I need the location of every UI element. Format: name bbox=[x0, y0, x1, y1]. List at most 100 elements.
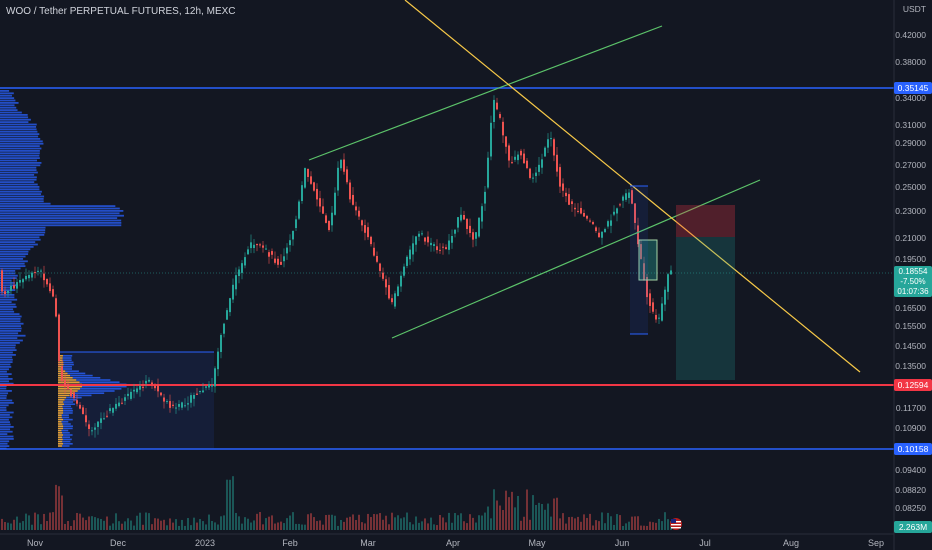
channel-lower-line[interactable] bbox=[391, 179, 761, 339]
us-flag-icon[interactable] bbox=[670, 518, 682, 530]
volume-bar bbox=[583, 514, 585, 530]
session-profile-bar bbox=[58, 438, 63, 441]
session-profile-bar bbox=[58, 394, 70, 397]
candle-body bbox=[163, 397, 165, 402]
profile-bar bbox=[0, 150, 40, 152]
candle-body bbox=[19, 280, 21, 283]
volume-bar bbox=[508, 497, 510, 530]
session-profile-bar bbox=[58, 414, 62, 416]
candle-body bbox=[649, 293, 651, 306]
candle-body bbox=[415, 236, 417, 245]
volume-bar bbox=[199, 519, 201, 530]
candle-body bbox=[469, 225, 471, 233]
volume-bar bbox=[541, 503, 543, 530]
candle-body bbox=[112, 407, 114, 413]
candle-body bbox=[463, 214, 465, 220]
volume-bar bbox=[250, 522, 252, 530]
volume-bar bbox=[175, 519, 177, 530]
candle-body bbox=[271, 251, 273, 255]
candle-body bbox=[448, 240, 450, 250]
session-profile-bar bbox=[63, 434, 73, 436]
candle-body bbox=[298, 201, 300, 219]
volume-bar bbox=[49, 512, 51, 530]
time-label: Apr bbox=[445, 538, 461, 548]
volume-bars bbox=[1, 476, 672, 530]
volume-bar bbox=[97, 518, 99, 530]
volume-bar bbox=[610, 516, 612, 530]
profile-bar bbox=[0, 442, 8, 445]
profile-bar bbox=[0, 145, 40, 147]
candle-body bbox=[307, 168, 309, 177]
profile-bar bbox=[0, 255, 26, 258]
volume-bar bbox=[397, 515, 399, 530]
volume-bar bbox=[19, 522, 21, 530]
volume-bar bbox=[52, 512, 54, 530]
volume-bar bbox=[373, 514, 375, 530]
volume-bar bbox=[379, 513, 381, 530]
profile-bar bbox=[0, 411, 14, 414]
profile-bar bbox=[0, 246, 34, 248]
profile-bar bbox=[0, 133, 40, 135]
candle-body bbox=[487, 157, 489, 188]
volume-bar bbox=[121, 523, 123, 530]
volume-bar bbox=[514, 507, 516, 530]
highlight-box[interactable] bbox=[638, 239, 658, 281]
candle-body bbox=[610, 220, 612, 226]
profile-bar bbox=[0, 440, 10, 443]
channel-upper-line[interactable] bbox=[308, 25, 663, 161]
volume-bar bbox=[535, 504, 537, 530]
candle-body bbox=[295, 219, 297, 229]
red-level-price-tag: 0.12594 bbox=[894, 379, 932, 391]
candle-body bbox=[115, 403, 117, 409]
candle-body bbox=[496, 102, 498, 110]
profile-bar bbox=[0, 370, 7, 373]
profile-bar bbox=[0, 428, 11, 431]
volume-bar bbox=[418, 522, 420, 530]
volume-bar bbox=[505, 490, 507, 530]
profile-bar bbox=[0, 178, 37, 181]
profile-bar bbox=[0, 214, 124, 217]
session-profile-bar bbox=[58, 381, 80, 383]
session-profile-bar bbox=[58, 374, 71, 377]
session-profile-bar bbox=[80, 388, 122, 390]
session-profile-bar bbox=[58, 443, 64, 445]
candle-body bbox=[169, 401, 171, 408]
price-tick: 0.16500 bbox=[895, 303, 926, 313]
candle-body bbox=[241, 263, 243, 273]
candle-body bbox=[211, 385, 213, 387]
volume-bar bbox=[430, 517, 432, 530]
measure-box[interactable] bbox=[630, 186, 648, 334]
volume-bar bbox=[316, 521, 318, 530]
profile-bar bbox=[0, 322, 24, 325]
volume-bar bbox=[640, 525, 642, 530]
volume-bar bbox=[196, 522, 198, 530]
stop-loss-zone[interactable] bbox=[676, 205, 735, 237]
candle-body bbox=[1, 270, 3, 292]
candle-body bbox=[529, 168, 531, 178]
volume-bar bbox=[142, 524, 144, 530]
profile-bar bbox=[0, 301, 12, 303]
volume-bar bbox=[172, 522, 174, 530]
volume-bar bbox=[400, 518, 402, 530]
candle-body bbox=[31, 272, 33, 278]
profile-bar bbox=[0, 390, 12, 392]
volume-bar bbox=[295, 523, 297, 530]
price-tick: 0.31000 bbox=[895, 120, 926, 130]
volume-bar bbox=[406, 512, 408, 530]
profile-bar bbox=[0, 188, 40, 191]
volume-bar bbox=[247, 518, 249, 530]
candle-body bbox=[367, 227, 369, 238]
current-price-tag: 0.18554 -7.50% 01:07:36 bbox=[894, 266, 932, 297]
candle-body bbox=[133, 389, 135, 392]
volume-bar bbox=[61, 495, 63, 530]
candle-body bbox=[304, 168, 306, 188]
candle-body bbox=[643, 263, 645, 281]
candle-body bbox=[223, 323, 225, 334]
current-price-change: -7.50% bbox=[900, 277, 926, 286]
take-profit-zone[interactable] bbox=[676, 237, 735, 380]
time-label: Nov bbox=[26, 538, 44, 548]
candle-body bbox=[109, 408, 111, 412]
candle-body bbox=[208, 384, 210, 388]
volume-bar bbox=[427, 523, 429, 530]
